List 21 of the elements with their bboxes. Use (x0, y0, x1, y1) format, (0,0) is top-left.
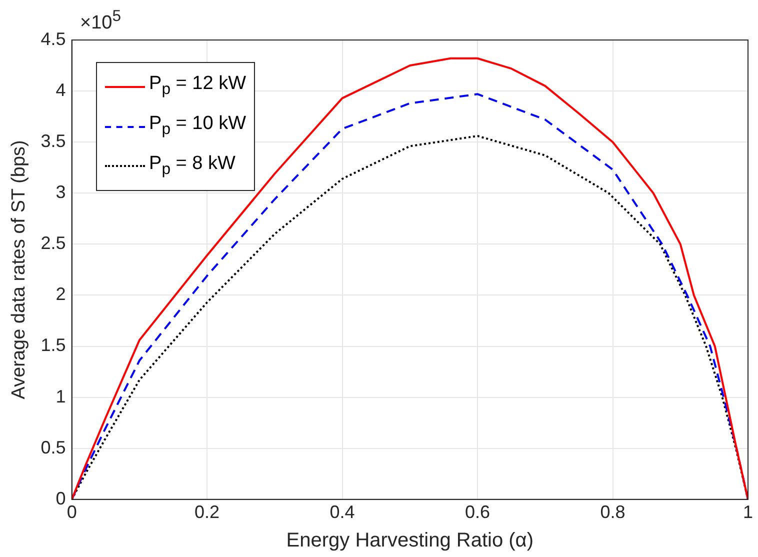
y-tick-label: 0.5 (40, 437, 66, 458)
y-tick-label: 0 (56, 488, 66, 508)
y-tick-label: 2 (56, 284, 66, 304)
legend-label: P$_{p}$ = 10 kW (149, 112, 246, 140)
x-tick-label: 0.6 (465, 502, 490, 522)
x-tick-label: 0.2 (194, 502, 220, 522)
x-tick-label: 1 (742, 502, 754, 522)
y-tick-label: 3 (56, 182, 66, 202)
x-tick-label: 0.4 (330, 502, 355, 522)
y-tick-label: 4.5 (40, 28, 66, 49)
y-tick-label: 1 (56, 386, 66, 406)
y-tick-label: 1.5 (40, 335, 66, 356)
legend-label: P$_{p}$ = 12 kW (149, 72, 246, 100)
x-axis-title: Energy Harvesting Ratio (α) (286, 530, 534, 552)
text: ×10$^{5}$ (80, 8, 122, 34)
y-tick-label: 3.5 (40, 131, 66, 152)
legend-label: P$_{p}$ = 8 kW (149, 152, 236, 180)
y-axis-title: Average data rates of ST (bps) (8, 140, 30, 400)
y-tick-label: 2.5 (40, 233, 66, 254)
y-tick-label: 4 (56, 80, 66, 100)
x-tick-label: 0.8 (600, 502, 626, 522)
